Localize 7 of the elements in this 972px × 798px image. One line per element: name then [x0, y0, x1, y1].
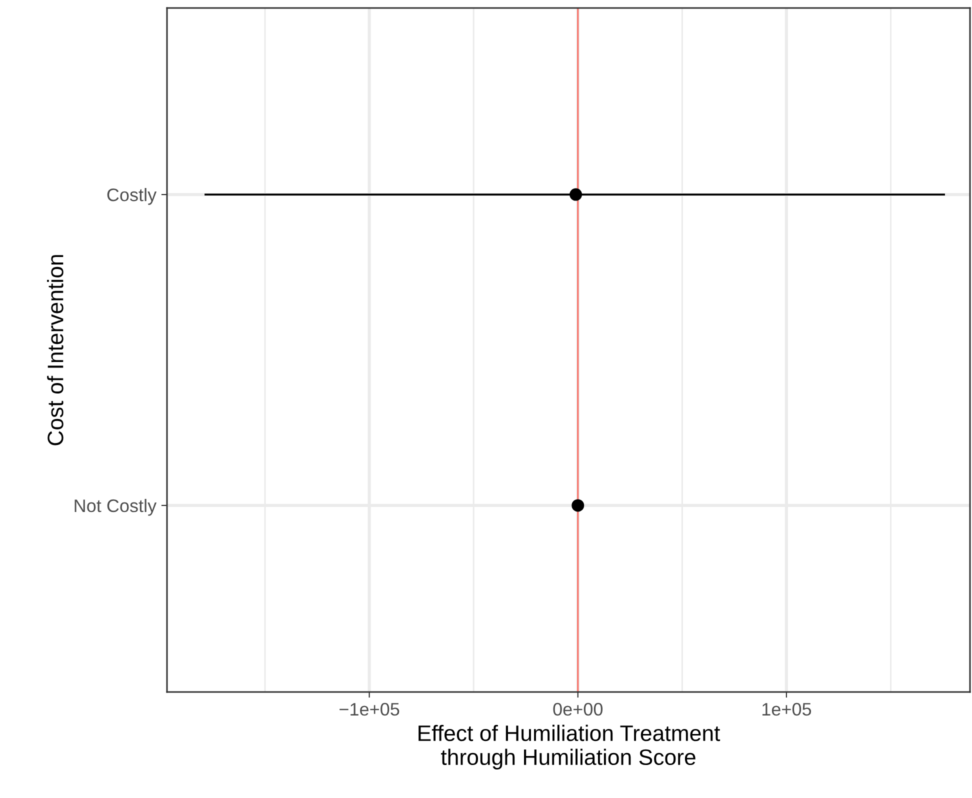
- x-tick-label: 1e+05: [762, 702, 812, 716]
- y-tick-label: Costly: [107, 188, 157, 205]
- x-axis-title: Effect of Humiliation Treatment through Humiliation Score: [418, 724, 720, 770]
- x-tick-label: −1e+05: [340, 702, 400, 716]
- x-tick-label: 0e+00: [553, 702, 603, 716]
- y-tick-label: Not Costly: [74, 498, 157, 516]
- y-axis-title: Cost of Intervention: [47, 255, 64, 446]
